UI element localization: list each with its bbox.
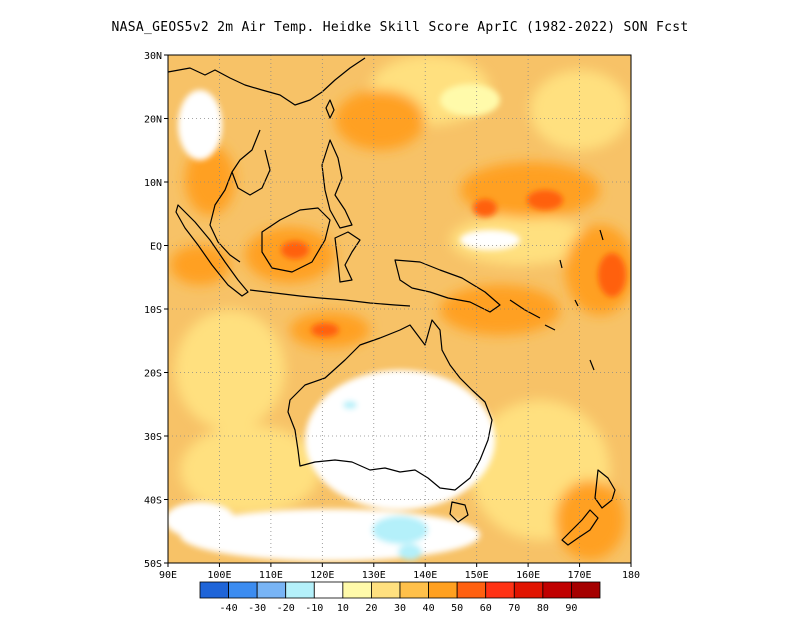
colorbar-swatch [256,581,287,599]
colorbar-swatch [571,581,601,599]
colorbar-swatch [542,581,572,599]
colorbar-swatch [285,581,315,599]
lon-tick-label: 130E [362,570,386,581]
colorbar-swatch [371,581,401,599]
lon-tick-label: 150E [465,570,489,581]
colorbar-label: 20 [365,603,377,614]
lat-tick-label: 40S [144,496,162,507]
colorbar-label: 80 [537,603,549,614]
lat-tick-label: 50S [144,559,162,570]
lat-lon-grid [168,55,631,563]
lon-tick-label: 160E [516,570,540,581]
colorbar-swatch [199,581,229,599]
lat-tick-label: 20N [144,115,162,126]
coastlines [167,57,616,546]
colorbar-label: -20 [277,603,295,614]
lon-tick-label: 110E [259,570,283,581]
lon-tick-label: 170E [568,570,592,581]
lat-tick-label: 30S [144,432,162,443]
colorbar-swatch [228,581,258,599]
chart-title: NASA_GEOS5v2 2m Air Temp. Heidke Skill S… [111,20,689,35]
colorbar-label: 60 [480,603,492,614]
colorbar-label: 40 [423,603,435,614]
lat-tick-label: 10N [144,178,162,189]
colorbar-swatch [399,581,429,599]
lon-tick-label: 180 [622,570,640,581]
colorbar-label: 90 [565,603,577,614]
colorbar-label: 30 [394,603,406,614]
lat-tick-label: 30N [144,51,162,62]
colorbar-swatch [428,581,458,599]
colorbar-label: -10 [305,603,323,614]
lon-tick-label: 140E [413,570,437,581]
lat-tick-label: EQ [150,242,162,253]
axis-ticks: 90E 100E 110E 120E 130E 140E 150E 160E 170E 180 30… [144,51,640,581]
lat-tick-label: 10S [144,305,162,316]
colorbar-swatch [513,581,544,599]
colorbar-swatch [456,581,487,599]
colorbar-label: 50 [451,603,463,614]
colorbar-label: -40 [220,603,238,614]
lat-tick-label: 20S [144,369,162,380]
colorbar-swatch [313,581,344,599]
colorbar: -40 -30 -20 -10 10 20 30 40 50 60 70 80 90 [199,581,601,614]
colorbar-label: 70 [508,603,520,614]
lon-tick-label: 100E [207,570,231,581]
lon-tick-label: 90E [159,570,177,581]
colorbar-label: 10 [337,603,349,614]
colorbar-swatch [485,581,515,599]
colorbar-swatch [342,581,372,599]
colorbar-label: -30 [248,603,266,614]
lon-tick-label: 120E [310,570,334,581]
shaded-field [168,55,631,563]
